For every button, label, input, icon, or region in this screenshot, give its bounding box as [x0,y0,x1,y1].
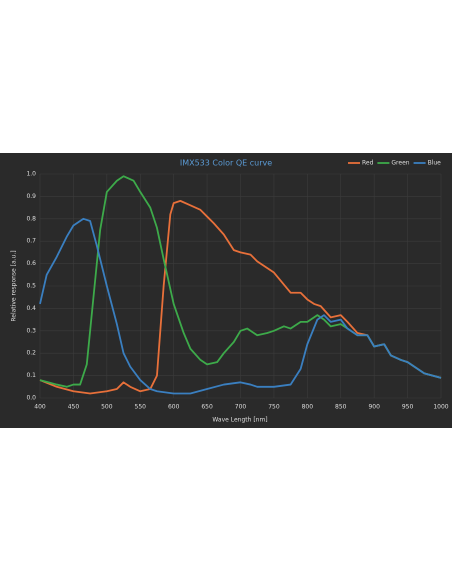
y-tick-label: 0.4 [26,305,36,312]
y-tick-label: 0.2 [26,350,36,357]
y-tick-label: 0.6 [26,260,36,267]
x-axis-label: Wave Length [nm] [212,417,267,424]
x-tick-label: 850 [335,404,347,411]
legend-label: Green [391,160,409,167]
legend-label: Blue [428,160,442,167]
x-tick-label: 550 [135,404,147,411]
y-tick-label: 0.3 [26,327,36,334]
y-tick-label: 0.5 [26,283,36,290]
y-tick-label: 0.9 [26,193,36,200]
y-tick-label: 0.0 [26,395,36,402]
y-tick-label: 0.1 [26,372,36,379]
chart-title: IMX533 Color QE curve [180,159,272,168]
x-tick-label: 800 [302,404,314,411]
x-tick-label: 400 [34,404,46,411]
x-tick-label: 700 [235,404,247,411]
y-tick-label: 0.8 [26,215,36,222]
legend-label: Red [362,160,374,167]
y-tick-label: 1.0 [26,171,36,178]
chart-background [0,153,452,428]
line-series [39,217,442,395]
x-tick-label: 500 [101,404,113,411]
x-tick-label: 900 [368,404,380,411]
x-tick-label: 1000 [433,404,448,411]
y-tick-label: 0.7 [26,238,36,245]
y-axis-label: Relative response [a.u.] [11,250,18,321]
x-tick-label: 600 [168,404,180,411]
x-tick-label: 950 [402,404,414,411]
x-tick-label: 450 [68,404,80,411]
x-tick-label: 650 [201,404,213,411]
x-tick-label: 750 [268,404,280,411]
